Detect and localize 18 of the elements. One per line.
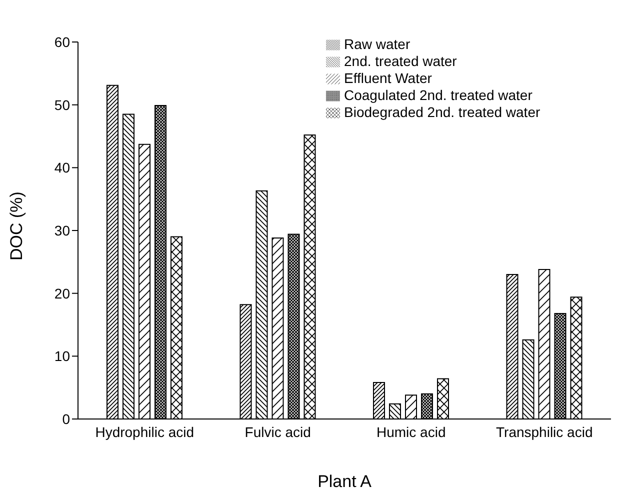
x-tick-label: Transphilic acid [496, 424, 593, 440]
y-axis-title: DOC (%) [7, 192, 26, 260]
y-tick-label: 30 [54, 222, 70, 238]
legend-label: 2nd. treated water [344, 53, 457, 69]
y-tick-label: 50 [54, 96, 70, 113]
y-tick-label: 20 [54, 285, 70, 302]
legend-label: Effluent Water [344, 70, 432, 86]
legend-label: Biodegraded 2nd. treated water [344, 104, 540, 120]
y-tick-label: 40 [54, 160, 70, 176]
legend-label: Coagulated 2nd. treated water [344, 87, 532, 103]
y-tick-label: 60 [54, 34, 70, 50]
legend-label: Raw water [344, 36, 410, 52]
x-tick-label: Fulvic acid [244, 424, 311, 440]
x-tick-label: Hydrophilic acid [95, 424, 194, 440]
x-tick-label: Humic acid [376, 424, 446, 440]
y-tick-label: 10 [54, 348, 70, 364]
x-axis-title: Plant A [318, 472, 372, 491]
y-tick-label: 0 [62, 410, 70, 427]
